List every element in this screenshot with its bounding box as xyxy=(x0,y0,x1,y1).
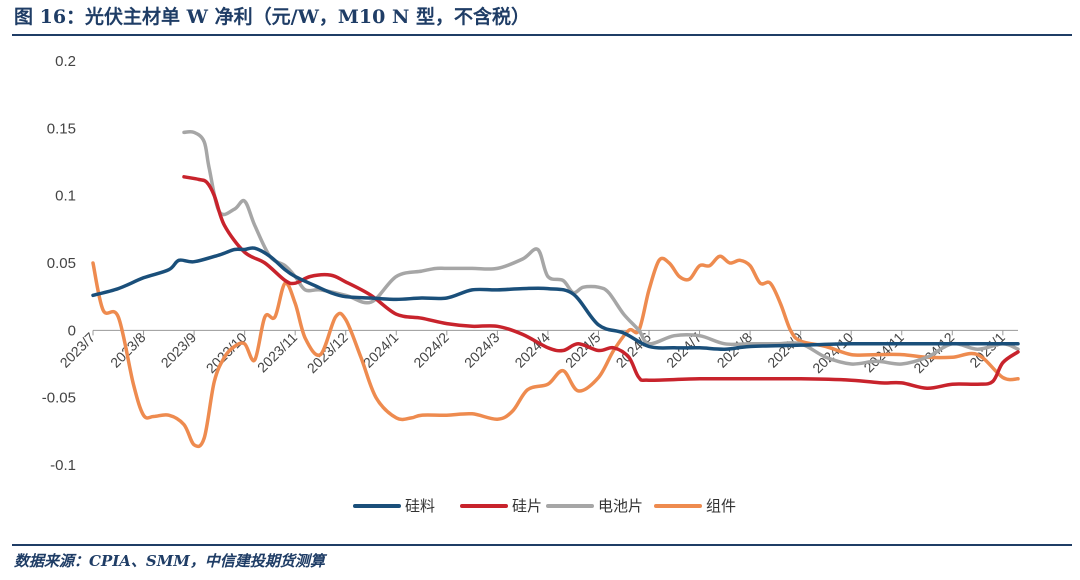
x-tick-label: 2024/9 xyxy=(764,329,806,371)
legend-label: 硅片 xyxy=(512,497,542,515)
x-tick-label: 2023/7 xyxy=(57,329,99,371)
source-note: 数据来源：CPIA、SMM，中信建投期货测算 xyxy=(14,552,325,570)
y-tick-label: -0.1 xyxy=(50,457,76,474)
series-line-2 xyxy=(182,129,1020,366)
x-tick-label: 2024/3 xyxy=(461,329,503,371)
series-layer xyxy=(91,129,1020,449)
x-tick-label: 2024/4 xyxy=(511,329,553,371)
x-tick-label: 2024/11 xyxy=(860,329,907,376)
footer-rule xyxy=(12,544,1072,546)
legend: 硅料 硅片 电池片 组件 xyxy=(353,497,736,515)
y-tick-label: 0.1 xyxy=(55,188,76,205)
y-tick-label: 0.15 xyxy=(47,120,76,137)
series-line-1 xyxy=(182,175,1020,390)
title-rule xyxy=(12,34,1072,36)
page-title: 图 16：光伏主材单 W 净利（元/W，M10 N 型，不含税） xyxy=(14,6,530,28)
legend-label: 电池片 xyxy=(598,497,643,515)
series-line-0 xyxy=(91,246,1020,351)
y-tick-label: 0.05 xyxy=(47,255,76,272)
series-line-3 xyxy=(91,254,1020,449)
x-tick-label: 2024/1 xyxy=(360,329,402,371)
x-tick-label: 2023/9 xyxy=(158,329,200,371)
line-chart: 0.2 0.15 0.1 0.05 0 -0.05 -0.1 2023/7 2023/8 202… xyxy=(42,53,1020,515)
x-tick-label: 2024/2 xyxy=(410,329,452,371)
y-tick-label: -0.05 xyxy=(42,390,76,407)
legend-label: 组件 xyxy=(706,497,736,515)
x-axis: 2023/7 2023/8 2023/9 2023/10 2023/11 2023/12 2… xyxy=(57,329,1009,376)
y-axis: 0.2 0.15 0.1 0.05 0 -0.05 -0.1 xyxy=(42,53,76,474)
y-tick-label: 0.2 xyxy=(55,53,76,70)
legend-label: 硅料 xyxy=(405,497,435,515)
y-tick-label: 0 xyxy=(68,322,76,339)
